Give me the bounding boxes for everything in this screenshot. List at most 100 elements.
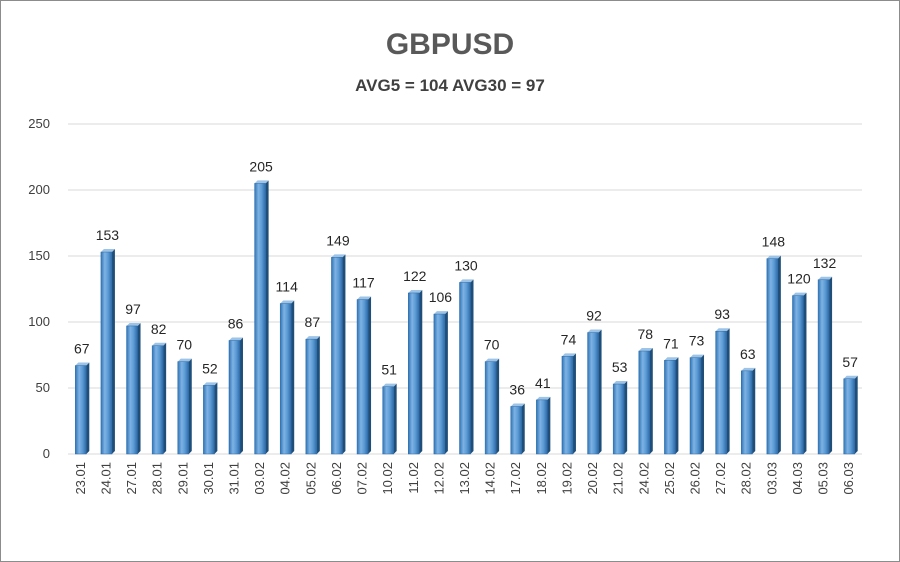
bar-side bbox=[86, 362, 90, 454]
x-tick-label: 31.01 bbox=[226, 462, 241, 495]
bar-top bbox=[126, 322, 141, 326]
bar bbox=[254, 183, 266, 455]
bar-top bbox=[228, 337, 243, 341]
bar-side bbox=[419, 289, 423, 454]
bar-side bbox=[111, 249, 115, 454]
bar-side bbox=[368, 296, 372, 454]
bar bbox=[279, 303, 292, 455]
y-tick-label: 50 bbox=[36, 380, 50, 395]
data-label: 92 bbox=[586, 308, 602, 324]
data-label: 71 bbox=[663, 335, 679, 351]
bar-top bbox=[357, 296, 372, 300]
bar bbox=[408, 292, 420, 455]
data-label: 87 bbox=[305, 314, 321, 330]
bar-top bbox=[382, 383, 397, 387]
x-tick-label: 30.01 bbox=[201, 462, 216, 495]
x-tick-label: 14.02 bbox=[483, 462, 498, 495]
bar-top bbox=[638, 348, 653, 352]
data-label: 130 bbox=[454, 257, 478, 273]
data-label: 67 bbox=[74, 341, 90, 357]
bar-top bbox=[587, 329, 602, 333]
data-label: 148 bbox=[762, 234, 786, 250]
data-label: 52 bbox=[202, 360, 218, 376]
bar-side bbox=[752, 367, 756, 454]
bar-top bbox=[766, 255, 781, 259]
chart-subtitle: AVG5 = 104 AVG30 = 97 bbox=[355, 76, 545, 95]
data-label: 106 bbox=[429, 289, 453, 305]
bar bbox=[587, 332, 599, 455]
bar bbox=[792, 295, 804, 455]
y-tick-label: 0 bbox=[43, 446, 50, 461]
x-tick-label: 05.03 bbox=[816, 462, 831, 495]
x-tick-label: 11.02 bbox=[406, 462, 421, 494]
bar-side bbox=[547, 396, 551, 454]
bar-top bbox=[152, 342, 167, 346]
bar-top bbox=[433, 311, 448, 315]
bar bbox=[715, 330, 727, 455]
bar bbox=[484, 361, 497, 455]
bar-top bbox=[741, 367, 756, 371]
bar-top bbox=[843, 375, 858, 379]
bar-top bbox=[613, 381, 628, 385]
x-tick-label: 13.02 bbox=[457, 462, 472, 495]
bar-top bbox=[690, 354, 705, 358]
x-tick-label: 03.02 bbox=[252, 462, 267, 495]
data-label: 132 bbox=[813, 255, 837, 271]
bar bbox=[817, 279, 830, 455]
bar-side bbox=[598, 329, 602, 454]
bar-side bbox=[726, 328, 730, 454]
bar-side bbox=[239, 337, 243, 454]
x-tick-label: 06.02 bbox=[329, 462, 344, 495]
bar bbox=[459, 282, 471, 455]
data-label: 114 bbox=[276, 279, 299, 295]
bar-top bbox=[75, 362, 90, 366]
bar-side bbox=[188, 358, 192, 454]
bar-top bbox=[203, 382, 218, 386]
x-tick-label: 20.02 bbox=[585, 462, 600, 495]
bar-top bbox=[280, 300, 295, 304]
bar-top bbox=[459, 279, 474, 283]
x-tick-label: 29.01 bbox=[175, 462, 190, 495]
data-label: 86 bbox=[228, 315, 244, 331]
x-tick-label: 06.03 bbox=[841, 462, 856, 495]
data-label: 53 bbox=[612, 359, 628, 375]
bar-top bbox=[510, 403, 525, 407]
bar bbox=[843, 378, 855, 455]
data-label: 153 bbox=[96, 227, 120, 243]
bar bbox=[126, 325, 138, 455]
bar-top bbox=[536, 396, 551, 400]
bar-side bbox=[675, 357, 679, 454]
bar-side bbox=[572, 353, 576, 454]
x-tick-label: 04.02 bbox=[278, 462, 293, 495]
data-label: 205 bbox=[249, 158, 273, 174]
data-label: 97 bbox=[125, 301, 141, 317]
bar bbox=[177, 361, 190, 455]
bar bbox=[536, 399, 548, 455]
x-tick-label: 05.02 bbox=[303, 462, 318, 495]
bar-side bbox=[496, 358, 500, 454]
bar-side bbox=[777, 255, 781, 454]
data-label: 73 bbox=[689, 333, 705, 349]
bar-top bbox=[792, 292, 807, 296]
x-tick-label: 12.02 bbox=[431, 462, 446, 495]
bar-top bbox=[561, 353, 576, 357]
bar-side bbox=[316, 336, 320, 454]
data-label: 57 bbox=[842, 354, 858, 370]
bar-top bbox=[818, 276, 833, 280]
data-label: 78 bbox=[638, 326, 654, 342]
x-tick-label: 19.02 bbox=[559, 462, 574, 495]
bar bbox=[766, 258, 779, 455]
data-label: 149 bbox=[326, 232, 350, 248]
bar-side bbox=[803, 292, 807, 454]
bar-top bbox=[254, 180, 269, 184]
x-tick-label: 25.02 bbox=[662, 462, 677, 495]
bar-side bbox=[291, 300, 295, 454]
bar bbox=[305, 338, 318, 455]
bar-side bbox=[624, 381, 628, 454]
bar bbox=[228, 340, 241, 455]
chart-title: GBPUSD bbox=[385, 28, 515, 61]
x-tick-label: 23.01 bbox=[73, 462, 88, 495]
bar bbox=[151, 345, 164, 455]
bar-side bbox=[444, 311, 448, 454]
